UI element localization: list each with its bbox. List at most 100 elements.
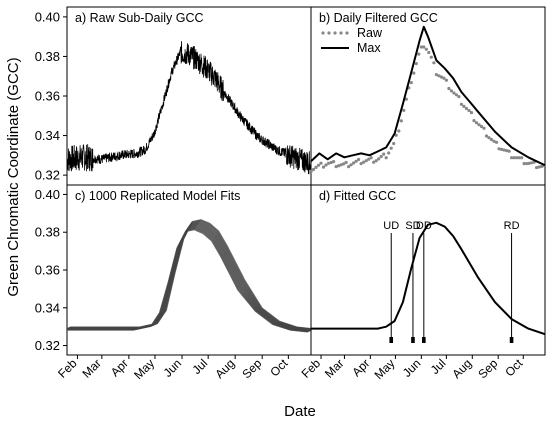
- raw-point: [394, 133, 398, 137]
- raw-point: [499, 147, 504, 151]
- y-tick-label: 0.32: [35, 338, 60, 353]
- x-axis-label: Date: [284, 403, 316, 420]
- raw-point: [354, 159, 358, 163]
- raw-point: [464, 106, 468, 111]
- y-tick-label: 0.40: [35, 9, 60, 24]
- event-label: SD: [405, 220, 420, 232]
- raw-point: [339, 163, 343, 167]
- x-tick-label: Sep: [475, 356, 500, 381]
- raw-point: [422, 45, 426, 49]
- raw-point: [535, 166, 539, 170]
- raw-point: [467, 108, 471, 113]
- raw-point: [384, 156, 388, 160]
- raw-point: [527, 161, 531, 165]
- panel-d-frame: [310, 184, 546, 356]
- raw-point: [525, 162, 529, 166]
- raw-point: [494, 140, 499, 144]
- x-tick-label: Aug: [212, 356, 237, 381]
- raw-point: [344, 160, 348, 165]
- raw-point: [515, 156, 519, 160]
- panel-d-title: d) Fitted GCC: [319, 189, 396, 203]
- raw-point: [367, 157, 371, 161]
- raw-point: [474, 121, 479, 125]
- raw-point: [469, 111, 474, 115]
- fit-replicate: [69, 220, 311, 330]
- legend-swatch-raw: [339, 31, 343, 35]
- raw-point: [392, 141, 396, 146]
- legend-swatch-raw: [321, 31, 325, 35]
- raw-point: [347, 165, 351, 169]
- panel-d-plot: [311, 221, 545, 336]
- raw-point: [442, 76, 446, 80]
- raw-point: [399, 119, 403, 123]
- y-tick-label: 0.32: [35, 168, 60, 183]
- raw-point: [459, 102, 463, 106]
- x-tick-label: Oct: [267, 356, 291, 380]
- y-tick-label: 0.34: [35, 300, 60, 315]
- raw-point: [427, 50, 431, 55]
- raw-point: [482, 126, 486, 130]
- raw-point: [374, 159, 378, 163]
- raw-point: [479, 124, 484, 129]
- raw-point: [342, 162, 346, 166]
- fit-replicate: [67, 224, 311, 332]
- raw-point: [382, 152, 386, 156]
- event-uncertainty-marker: [509, 337, 514, 343]
- series-line: [67, 41, 311, 175]
- series-line: [311, 25, 545, 167]
- raw-point: [454, 93, 458, 97]
- panel-a-title: a) Raw Sub-Daily GCC: [75, 11, 204, 25]
- raw-point: [334, 165, 338, 169]
- raw-point: [510, 156, 514, 160]
- legend-swatch-raw: [333, 31, 337, 35]
- raw-point: [429, 55, 433, 59]
- raw-point: [439, 75, 443, 79]
- x-tick-label: Apr: [108, 356, 131, 379]
- panel-a: a) Raw Sub-Daily GCC 0.32 0.34 0.36 0.38 0.40: [35, 6, 312, 186]
- y-tick-label: 0.34: [35, 128, 60, 143]
- raw-point: [520, 156, 524, 160]
- x-tick-label: Mar: [79, 356, 104, 381]
- event-label: DD: [416, 220, 432, 232]
- raw-point: [329, 160, 333, 165]
- raw-point: [540, 164, 544, 168]
- raw-point: [409, 81, 413, 85]
- raw-point: [424, 47, 428, 51]
- raw-point: [472, 119, 476, 123]
- event-label: UD: [383, 220, 399, 232]
- fit-replicate: [67, 225, 311, 332]
- raw-point: [502, 148, 506, 152]
- raw-point: [437, 74, 441, 78]
- legend-label: Raw: [357, 26, 383, 40]
- raw-point: [517, 156, 521, 160]
- raw-point: [432, 61, 436, 65]
- raw-point: [404, 97, 408, 101]
- fit-replicate: [69, 219, 311, 330]
- raw-point: [311, 167, 316, 172]
- raw-point: [352, 161, 356, 165]
- x-tick-label: May: [372, 356, 398, 382]
- raw-point: [434, 73, 438, 77]
- y-tick-label: 0.40: [35, 187, 60, 202]
- panel-c-title: c) 1000 Replicated Model Fits: [75, 189, 240, 203]
- event-label: RD: [504, 220, 520, 232]
- raw-point: [387, 151, 391, 155]
- raw-point: [414, 62, 418, 66]
- raw-point: [497, 147, 501, 151]
- raw-point: [359, 162, 363, 166]
- raw-point: [507, 149, 511, 153]
- x-tick-label: Jun: [400, 356, 424, 380]
- raw-point: [364, 159, 368, 163]
- legend-swatch-raw: [345, 31, 349, 35]
- x-tick-label: Sep: [239, 356, 264, 381]
- x-tick-label: Feb: [299, 356, 324, 381]
- y-axis-label: Green Chromatic Coordinate (GCC): [5, 57, 22, 296]
- y-tick-label: 0.36: [35, 89, 60, 104]
- panel-c-plot: [67, 219, 311, 333]
- legend-swatch-raw: [327, 31, 331, 35]
- x-tick-label: Feb: [55, 356, 80, 381]
- raw-point: [389, 146, 393, 150]
